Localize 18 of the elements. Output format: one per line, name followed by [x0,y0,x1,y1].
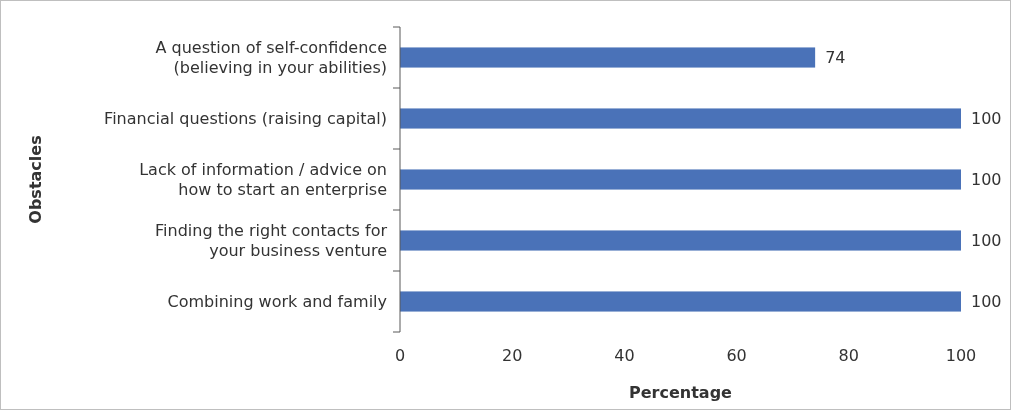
x-axis-title: Percentage [629,382,733,402]
x-tick-label: 100 [945,345,977,365]
y-tick-label: Combining work and family [167,292,387,312]
y-tick-label: A question of self-confidence (believing in your abilities) [155,38,387,78]
y-axis-title: Obstacles [25,135,45,224]
x-tick-label: 60 [726,345,747,365]
data-label: 100 [971,109,1002,129]
x-tick-label: 40 [614,345,635,365]
y-tick-label: Lack of information / advice on how to start an enterprise [139,160,387,200]
data-label: 100 [971,170,1002,190]
y-tick-label: Finding the right contacts for your business venture [155,221,388,261]
x-tick-label: 80 [838,345,859,365]
x-tick-label: 0 [394,345,406,365]
x-tick-label: 20 [502,345,523,365]
data-label: 74 [825,48,846,68]
y-tick-label: Financial questions (raising capital) [104,109,387,129]
data-label: 100 [971,231,1002,251]
data-label: 100 [971,292,1002,312]
